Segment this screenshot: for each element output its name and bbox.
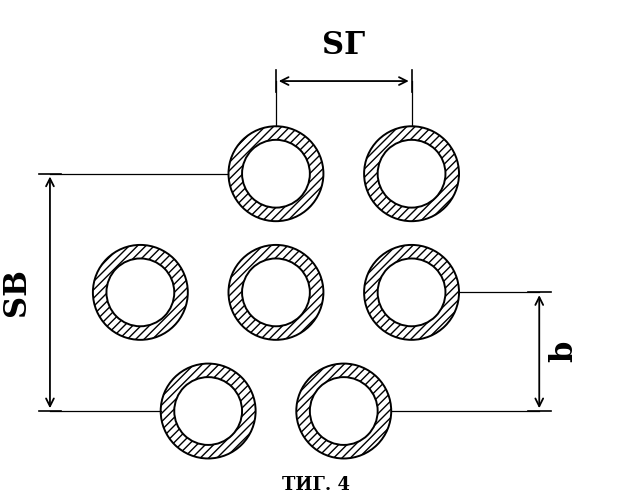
Circle shape [364,245,459,340]
Circle shape [296,364,391,458]
Circle shape [106,258,174,326]
Circle shape [364,126,459,221]
Text: SГ: SГ [322,30,365,60]
Text: b: b [549,341,580,362]
Circle shape [174,377,242,445]
Circle shape [228,126,323,221]
Circle shape [310,377,378,445]
Text: SВ: SВ [1,268,32,316]
Circle shape [242,140,310,207]
Text: ΤИГ. 4: ΤИГ. 4 [282,476,350,494]
Circle shape [228,126,323,221]
Circle shape [93,245,188,340]
Circle shape [228,245,323,340]
Circle shape [364,245,459,340]
Circle shape [93,245,188,340]
Circle shape [228,245,323,340]
Circle shape [378,258,445,326]
Circle shape [160,364,256,458]
Circle shape [378,140,445,207]
Circle shape [364,126,459,221]
Circle shape [296,364,391,458]
Circle shape [160,364,256,458]
Circle shape [242,258,310,326]
